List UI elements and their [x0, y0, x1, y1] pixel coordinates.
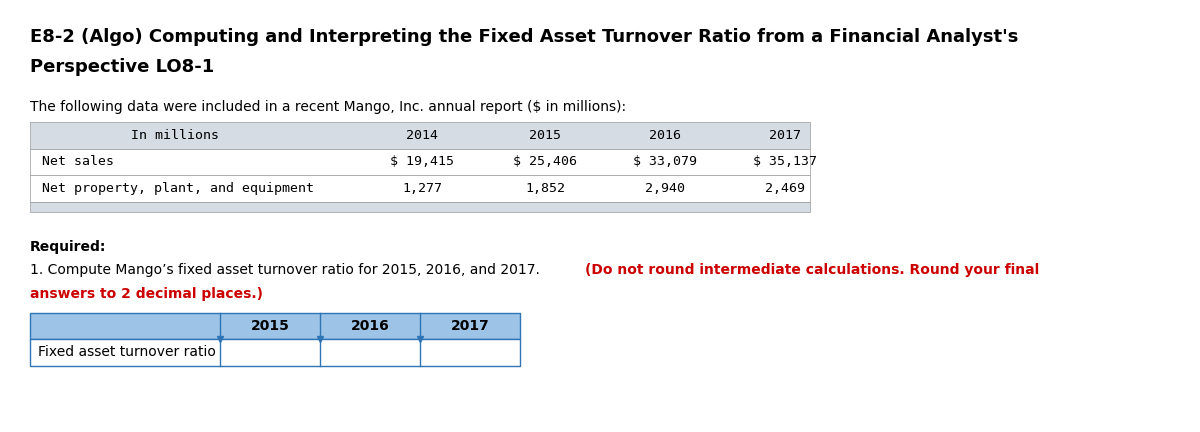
Text: 2016: 2016: [350, 319, 389, 333]
Text: 1,277: 1,277: [402, 182, 442, 195]
Text: In millions: In millions: [131, 129, 220, 142]
Text: 2017: 2017: [769, 129, 802, 142]
Text: 2017: 2017: [451, 319, 490, 333]
Text: 1,852: 1,852: [526, 182, 565, 195]
Bar: [30, 122, 810, 149]
Text: 2,469: 2,469: [766, 182, 805, 195]
Text: Net sales: Net sales: [42, 155, 114, 168]
Text: Net property, plant, and equipment: Net property, plant, and equipment: [42, 182, 314, 195]
Text: Required:: Required:: [30, 239, 107, 254]
Bar: [30, 339, 520, 365]
Text: $ 19,415: $ 19,415: [390, 155, 454, 168]
Text: 2014: 2014: [406, 129, 438, 142]
Text: answers to 2 decimal places.): answers to 2 decimal places.): [30, 286, 263, 301]
Text: Fixed asset turnover ratio: Fixed asset turnover ratio: [38, 345, 216, 359]
Text: $ 33,079: $ 33,079: [634, 155, 697, 168]
Text: The following data were included in a recent Mango, Inc. annual report ($ in mil: The following data were included in a re…: [30, 100, 626, 114]
Text: 1. Compute Mango’s fixed asset turnover ratio for 2015, 2016, and 2017.: 1. Compute Mango’s fixed asset turnover …: [30, 263, 545, 277]
Text: (Do not round intermediate calculations. Round your final: (Do not round intermediate calculations.…: [586, 263, 1039, 277]
Bar: [30, 312, 520, 339]
Text: $ 35,137: $ 35,137: [754, 155, 817, 168]
Bar: [30, 149, 810, 175]
Text: $ 25,406: $ 25,406: [514, 155, 577, 168]
Text: 2016: 2016: [649, 129, 682, 142]
Bar: [30, 175, 810, 201]
Text: 2,940: 2,940: [646, 182, 685, 195]
Text: E8-2 (Algo) Computing and Interpreting the Fixed Asset Turnover Ratio from a Fin: E8-2 (Algo) Computing and Interpreting t…: [30, 28, 1019, 46]
Text: Perspective LO8-1: Perspective LO8-1: [30, 58, 215, 76]
Bar: [30, 201, 810, 212]
Text: 2015: 2015: [251, 319, 289, 333]
Text: 2015: 2015: [529, 129, 562, 142]
